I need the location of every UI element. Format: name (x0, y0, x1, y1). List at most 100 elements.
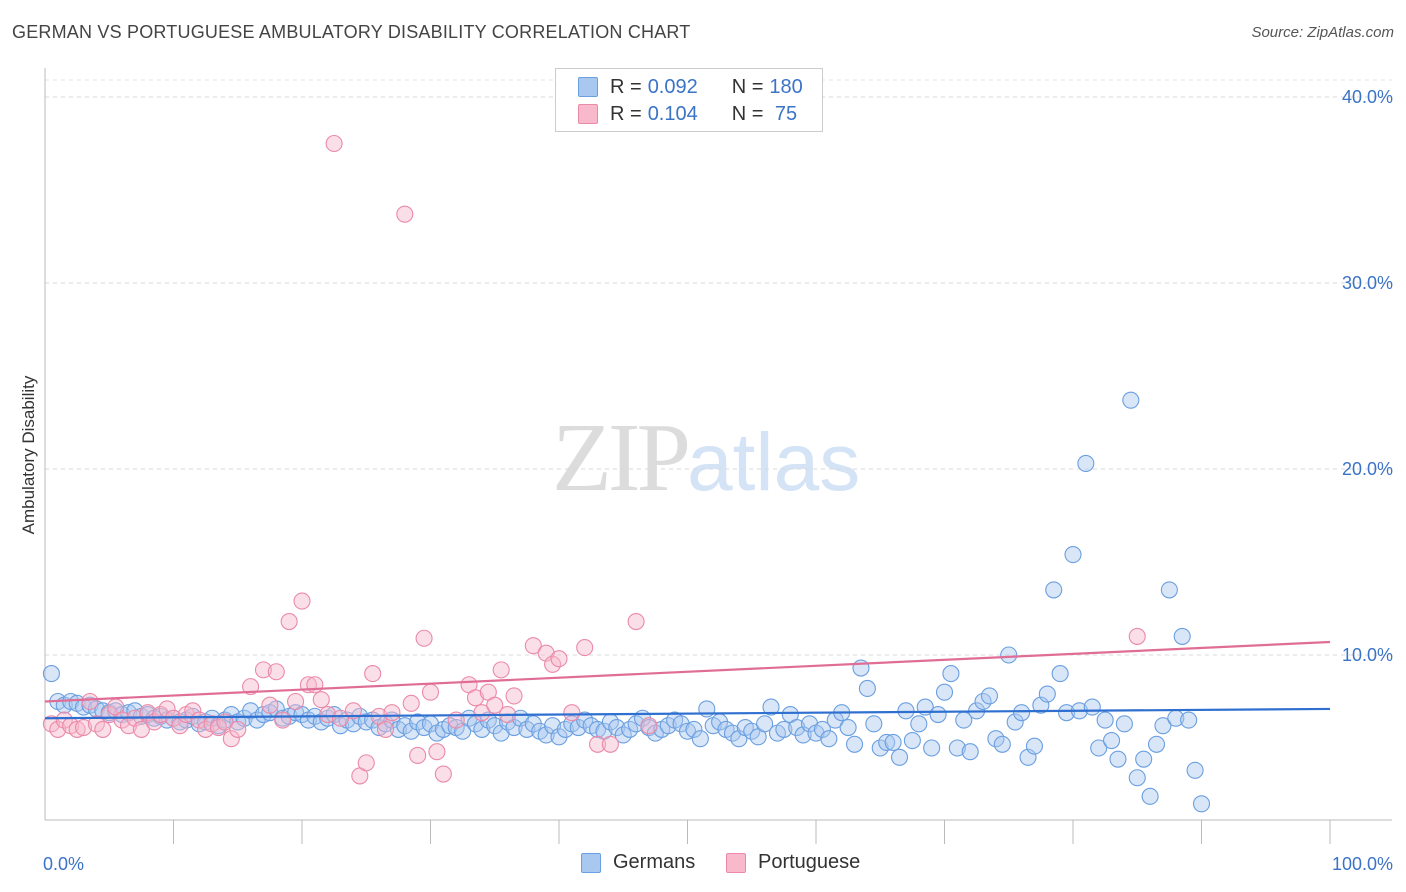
portuguese-point (49, 720, 67, 738)
portuguese-point (75, 718, 93, 737)
portuguese-point (492, 661, 510, 679)
trend-layer (44, 640, 1331, 720)
portuguese-point (132, 720, 150, 738)
german-point (897, 702, 915, 720)
german-point (1122, 391, 1140, 409)
german-point (357, 713, 375, 731)
portuguese-point (1128, 627, 1146, 645)
german-point (929, 705, 947, 724)
legend-n-value: 75 (769, 102, 798, 125)
portuguese-point (486, 696, 504, 714)
x-tick-label: 100.0% (1332, 854, 1393, 874)
german-point (839, 718, 857, 737)
zipatlas-watermark: ZIPatlas (552, 400, 860, 514)
german-point (903, 732, 921, 750)
german-point (910, 715, 928, 733)
chart-title: GERMAN VS PORTUGUESE AMBULATORY DISABILI… (12, 22, 691, 42)
portuguese-point (473, 704, 491, 722)
german-point (1064, 546, 1082, 564)
label-layer: 10.0% 20.0% 30.0% 40.0% 0.0% 100.0% Ambulatory… (19, 87, 1393, 874)
watermark-zip: ZIP (552, 404, 691, 512)
german-point (537, 726, 555, 744)
legend-n-value: 180 (769, 75, 803, 98)
portuguese-point (293, 592, 311, 610)
portuguese-trend-line (44, 640, 1331, 703)
german-point (1038, 685, 1056, 703)
grid-layer (45, 79, 1392, 656)
portuguese-point (94, 720, 112, 738)
legend-swatch-germans (578, 77, 598, 97)
german-point (935, 683, 954, 701)
y-tick-label: 20.0% (1342, 459, 1393, 479)
german-point (884, 733, 902, 751)
german-point (1192, 795, 1211, 813)
bottom-legend-germans: Germans (581, 851, 695, 874)
bottom-swatch-portuguese (726, 852, 746, 873)
portuguese-point (376, 720, 395, 738)
bottom-legend-label-portuguese: Portuguese (758, 851, 861, 873)
german-point (858, 679, 876, 698)
german-point (1096, 711, 1114, 729)
portuguese-point (81, 692, 99, 711)
portuguese-point (505, 687, 523, 705)
legend-n-label: N = (731, 102, 764, 125)
portuguese-point (364, 665, 382, 683)
correlation-legend: R = 0.092 N = 180 R = 0.104 N = 75 (555, 68, 823, 132)
legend-r-label: R = (610, 75, 642, 98)
german-point (1103, 732, 1121, 750)
legend-row-germans: R = 0.092 N = 180 (578, 74, 803, 100)
german-point (1141, 787, 1159, 805)
german-point (588, 720, 607, 738)
german-point (923, 739, 941, 757)
portuguese-point (601, 735, 619, 753)
german-point (993, 735, 1011, 753)
y-tick-label: 30.0% (1342, 273, 1393, 293)
portuguese-point (274, 711, 292, 729)
portuguese-point (550, 650, 568, 668)
german-point (242, 702, 260, 720)
chart-source: Source: ZipAtlas.com (1251, 24, 1394, 41)
y-tick-label: 40.0% (1342, 87, 1393, 107)
german-point (1154, 717, 1172, 735)
legend-swatch-portuguese (578, 104, 598, 124)
legend-r-label: R = (610, 102, 642, 125)
portuguese-point (524, 637, 542, 655)
german-point (942, 665, 960, 683)
german-point (1109, 750, 1127, 768)
german-point (1135, 750, 1153, 768)
german-point (1160, 581, 1178, 599)
german-point (813, 720, 831, 738)
german-point (1090, 739, 1108, 757)
german-point (1051, 665, 1069, 683)
portuguese-point (627, 612, 645, 631)
portuguese-point (421, 683, 440, 701)
german-trend-line (44, 707, 1331, 720)
y-axis-title: Ambulatory Disability (19, 375, 38, 534)
portuguese-point (184, 702, 202, 720)
portuguese-point (409, 746, 427, 764)
german-point (678, 722, 697, 740)
bottom-legend-portuguese: Portuguese (726, 851, 860, 874)
german-point (801, 715, 819, 733)
german-point (1083, 698, 1101, 716)
portuguese-point (229, 720, 247, 738)
portuguese-point (402, 694, 420, 712)
german-point (1115, 715, 1133, 733)
portuguese-point (415, 629, 433, 647)
legend-r-value: 0.092 (647, 75, 698, 98)
portuguese-point (428, 743, 446, 761)
german-point (1025, 737, 1043, 755)
portuguese-point (267, 663, 285, 681)
german-point (756, 715, 774, 733)
german-point (1058, 704, 1076, 722)
german-point (1013, 704, 1031, 722)
portuguese-point (242, 678, 260, 696)
portuguese-point (325, 134, 343, 153)
german-point (1128, 769, 1146, 787)
bottom-legend-label-germans: Germans (613, 851, 696, 873)
german-point (845, 735, 864, 753)
watermark-atlas: atlas (687, 417, 861, 508)
portuguese-point (68, 720, 86, 738)
german-point (473, 720, 491, 738)
